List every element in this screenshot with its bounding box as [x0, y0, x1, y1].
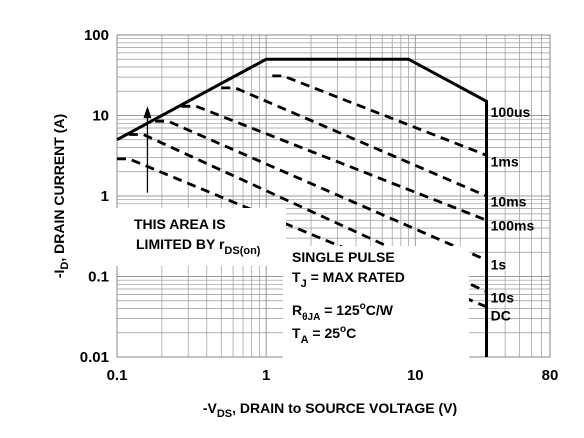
x-tick-label: 80 — [542, 367, 559, 384]
x-tick-label: 10 — [407, 367, 424, 384]
annotation-area-line1: THIS AREA IS — [134, 216, 226, 232]
annotation-arrow-head — [143, 106, 152, 119]
curve-10ms — [221, 86, 488, 198]
annotation-rthja: RθJA = 125oC/W — [292, 301, 394, 323]
curves-group — [116, 57, 488, 357]
soa-boundary-line — [116, 57, 488, 357]
curve-label-dc: DC — [491, 307, 511, 323]
y-tick-label: 1 — [101, 188, 109, 205]
curve-100ms — [181, 104, 488, 222]
y-tick-label: 100 — [84, 27, 109, 44]
annotation-box-pulse — [283, 246, 469, 358]
curve-10s — [128, 133, 488, 293]
annotation-tj: TJ = MAX RATED — [292, 269, 405, 290]
curve-label-100ms: 100ms — [491, 218, 535, 234]
annotation-area-line2: LIMITED BY rDS(on) — [136, 236, 261, 257]
y-tick-label: 10 — [92, 108, 109, 125]
curve-1s — [155, 119, 488, 262]
x-tick-label: 0.1 — [107, 367, 128, 384]
x-tick-label: 1 — [262, 367, 270, 384]
curve-1ms — [272, 74, 488, 157]
curve-dc — [117, 157, 488, 309]
curve-labels: 100us 1ms 10ms 100ms 1s 10s DC — [491, 104, 535, 323]
y-axis-label: -ID, DRAIN CURRENT (A) — [51, 114, 71, 278]
curve-label-1s: 1s — [491, 257, 507, 273]
x-axis-label: -VDS, DRAIN to SOURCE VOLTAGE (V) — [203, 400, 457, 420]
curve-label-10ms: 10ms — [491, 194, 527, 210]
curve-label-1ms: 1ms — [491, 153, 519, 169]
annotation-ta: TA = 25oC — [292, 324, 356, 346]
y-tick-label: 0.1 — [88, 269, 109, 286]
y-tick-label: 0.01 — [80, 349, 109, 366]
curve-label-10s: 10s — [491, 289, 515, 305]
curve-label-100us: 100us — [491, 104, 531, 120]
annotation-box-area — [108, 208, 286, 266]
annotation-single-pulse: SINGLE PULSE — [292, 249, 395, 265]
